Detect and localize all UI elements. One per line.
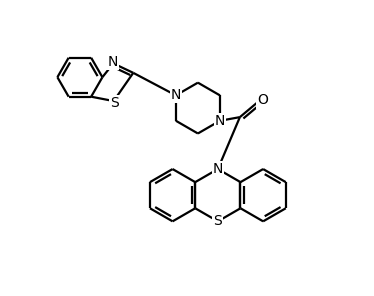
Text: N: N (213, 162, 223, 176)
Text: N: N (215, 114, 225, 128)
Text: O: O (257, 94, 268, 107)
Text: S: S (214, 214, 222, 228)
Text: N: N (171, 89, 181, 102)
Text: N: N (107, 55, 118, 69)
Text: S: S (110, 96, 119, 110)
